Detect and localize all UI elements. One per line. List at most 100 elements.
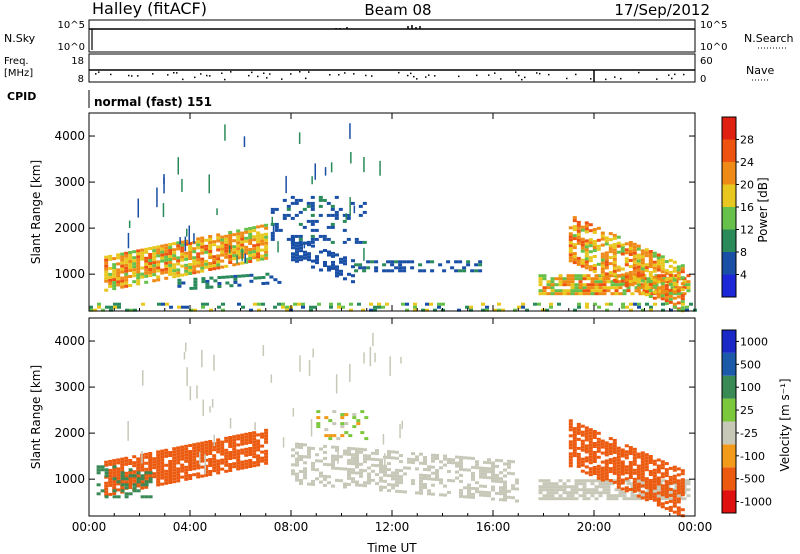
heatmap-cell <box>391 474 395 478</box>
heatmap-cell <box>592 445 597 448</box>
heatmap-cell <box>112 480 117 484</box>
heatmap-cell <box>649 308 653 312</box>
heatmap-cell <box>204 247 209 251</box>
heatmap-cell <box>148 458 153 461</box>
heatmap-cell <box>511 487 515 491</box>
heatmap-cell <box>426 260 431 264</box>
heatmap-cell <box>680 300 685 304</box>
nave-dot <box>494 72 496 74</box>
heatmap-cell <box>264 434 269 438</box>
heatmap-cell <box>228 261 233 264</box>
heatmap-cell <box>471 492 475 496</box>
heatmap-cell <box>584 429 589 433</box>
heatmap-cell <box>398 260 403 264</box>
heatmap-cell <box>172 254 177 258</box>
heatmap-cell <box>335 374 338 394</box>
heatmap-cell <box>313 305 317 309</box>
heatmap-cell <box>566 494 571 498</box>
heatmap-cell <box>330 240 335 244</box>
heatmap-cell <box>379 458 383 462</box>
heatmap-cell <box>491 497 495 501</box>
heatmap-cell <box>343 259 347 263</box>
heatmap-cell <box>347 452 351 456</box>
heatmap-cell <box>220 259 225 263</box>
heatmap-cell <box>637 305 641 309</box>
heatmap-cell <box>395 471 399 475</box>
nave-dot <box>398 71 400 74</box>
heatmap-cell <box>124 254 129 258</box>
heatmap-cell <box>331 460 335 464</box>
heatmap-cell <box>610 283 615 287</box>
heatmap-cell <box>144 452 149 456</box>
heatmap-cell <box>604 251 609 255</box>
heatmap-cell <box>244 236 249 240</box>
heatmap-cell <box>592 270 597 273</box>
heatmap-cell <box>140 480 145 484</box>
heatmap-cell <box>329 305 333 309</box>
heatmap-cell <box>252 461 257 465</box>
heatmap-cell <box>676 500 681 504</box>
heatmap-cell <box>636 280 641 284</box>
heatmap-cell <box>112 483 117 487</box>
nave-dot <box>248 74 250 77</box>
heatmap-cell <box>632 483 637 487</box>
heatmap-cell <box>220 253 225 257</box>
heatmap-cell <box>172 465 177 469</box>
heatmap-cell <box>192 461 197 465</box>
heatmap-cell <box>618 280 623 284</box>
heatmap-cell <box>425 302 429 306</box>
heatmap-cell <box>538 479 543 483</box>
heatmap-cell <box>224 457 229 461</box>
heatmap-cell <box>568 434 573 438</box>
heatmap-cell <box>395 456 399 460</box>
heatmap-cell <box>462 266 467 270</box>
heatmap-cell <box>261 282 266 285</box>
heatmap-cell <box>423 483 427 486</box>
heatmap-cell <box>576 238 581 242</box>
heatmap-cell <box>316 410 321 414</box>
heatmap-cell <box>590 289 595 293</box>
heatmap-cell <box>168 475 173 478</box>
heatmap-cell <box>232 441 237 445</box>
heatmap-cell <box>104 267 109 271</box>
heatmap-cell <box>379 479 383 483</box>
heatmap-cell <box>387 483 391 487</box>
heatmap-cell <box>291 454 295 458</box>
heatmap-cell <box>265 272 270 276</box>
heatmap-cell <box>344 422 349 426</box>
heatmap-cell <box>511 472 515 476</box>
heatmap-cell <box>550 494 555 498</box>
heatmap-cell <box>351 453 355 457</box>
heatmap-cell <box>622 491 627 495</box>
heatmap-cell <box>193 283 198 287</box>
heatmap-cell <box>177 284 182 288</box>
heatmap-cell <box>328 437 333 441</box>
heatmap-cell <box>327 265 331 269</box>
heatmap-cell <box>608 262 613 266</box>
heatmap-cell <box>148 274 153 277</box>
heatmap-cell <box>616 235 621 239</box>
heatmap-cell <box>169 305 173 309</box>
heatmap-cell <box>366 260 371 264</box>
heatmap-cell <box>562 485 567 489</box>
heatmap-cell <box>180 249 185 253</box>
heatmap-cell <box>188 459 193 462</box>
heatmap-cell <box>172 275 177 279</box>
heatmap-cell <box>295 478 299 482</box>
heatmap-cell <box>632 453 637 457</box>
heatmap-cell <box>628 244 633 247</box>
heatmap-cell <box>136 460 141 464</box>
heatmap-cell <box>652 266 657 270</box>
heatmap-cell <box>600 469 605 473</box>
heatmap-cell <box>588 259 593 263</box>
nave-dot <box>263 72 265 74</box>
heatmap-cell <box>152 249 157 253</box>
heatmap-cell <box>164 469 169 473</box>
heatmap-cell <box>201 277 206 281</box>
heatmap-cell <box>188 272 193 275</box>
heatmap-cell <box>419 461 423 465</box>
heatmap-cell <box>471 471 475 475</box>
heatmap-cell <box>584 263 589 267</box>
heatmap-cell <box>600 472 605 476</box>
heatmap-cell <box>270 234 275 238</box>
